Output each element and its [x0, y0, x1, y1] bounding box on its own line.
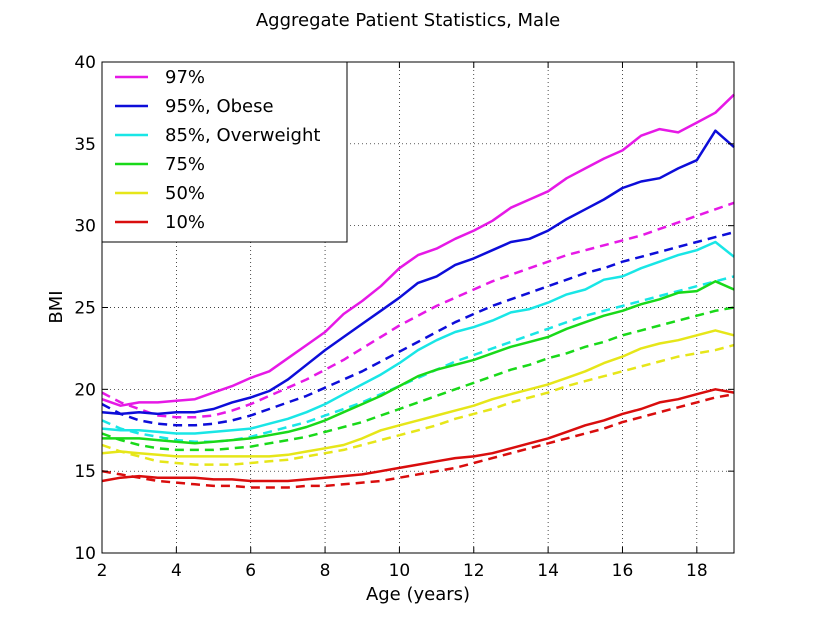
reference-line-4 [101, 343, 735, 466]
y-tick-label: 40 [74, 53, 96, 73]
series-line-0 [101, 93, 735, 407]
reference-line-5 [101, 392, 735, 489]
reference-line-0 [101, 201, 735, 419]
reference-line-1 [101, 230, 735, 427]
y-tick-label: 35 [74, 135, 96, 155]
y-tick-label: 30 [74, 217, 96, 237]
y-tick-label: 25 [74, 299, 96, 319]
legend-label-2: 85%, Overweight [165, 125, 320, 146]
legend-label-3: 75% [165, 154, 205, 175]
x-tick-label: 6 [245, 561, 256, 581]
reference-line-3 [101, 306, 735, 452]
x-tick-label: 4 [171, 561, 182, 581]
legend-box [101, 61, 348, 243]
x-tick-label: 14 [537, 561, 559, 581]
y-tick-label: 10 [74, 544, 96, 564]
series-lines [101, 93, 735, 489]
x-tick-label: 10 [389, 561, 411, 581]
legend: 97% 95%, Obese 85%, Overweight 75% 50% 10% [101, 61, 348, 243]
legend-label-5: 10% [165, 212, 205, 233]
x-tick-label: 2 [97, 561, 108, 581]
series-line-1 [101, 129, 735, 416]
series-line-5 [101, 388, 735, 483]
y-axis-label: BMI [46, 290, 67, 323]
x-tick-label: 18 [686, 561, 708, 581]
legend-label-4: 50% [165, 183, 205, 204]
y-tick-label: 20 [74, 380, 96, 400]
series-line-2 [101, 240, 735, 435]
legend-label-1: 95%, Obese [165, 96, 274, 117]
series-line-4 [101, 329, 735, 458]
x-axis-label: Age (years) [366, 584, 470, 605]
x-tick-label: 16 [612, 561, 634, 581]
x-tick-label: 8 [320, 561, 331, 581]
legend-label-0: 97% [165, 67, 205, 88]
x-tick-label: 12 [463, 561, 485, 581]
y-tick-label: 15 [74, 462, 96, 482]
chart-title: Aggregate Patient Statistics, Male [256, 10, 560, 31]
series-line-3 [102, 280, 735, 445]
